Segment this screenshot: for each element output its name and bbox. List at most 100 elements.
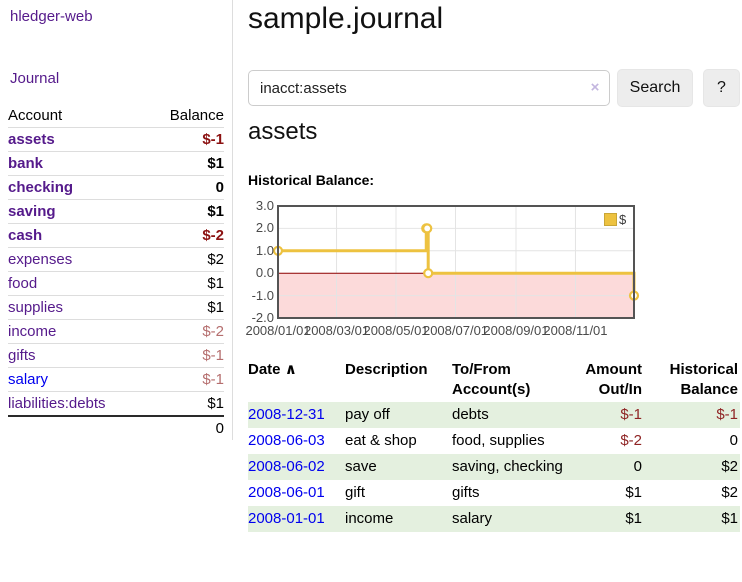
legend-label: $ bbox=[619, 212, 627, 227]
register-header-balance: Historical Balance bbox=[669, 361, 738, 398]
register-header-date[interactable]: Date ∧ bbox=[248, 361, 297, 378]
transaction-date-link[interactable]: 2008-12-31 bbox=[248, 406, 325, 423]
register-header-accounts: To/From Account(s) bbox=[452, 361, 531, 398]
account-link[interactable]: liabilities:debts bbox=[8, 395, 106, 412]
transaction-accounts: food, supplies bbox=[452, 432, 545, 449]
search-button[interactable]: Search bbox=[617, 69, 693, 107]
y-axis-tick-label: 1.0 bbox=[255, 242, 274, 258]
account-heading: assets bbox=[248, 118, 318, 145]
transaction-date-link[interactable]: 2008-01-01 bbox=[248, 510, 325, 527]
account-link[interactable]: supplies bbox=[8, 299, 64, 316]
account-row: food $1 bbox=[8, 271, 224, 296]
account-link[interactable]: gifts bbox=[8, 347, 36, 364]
transaction-balance: $2 bbox=[721, 484, 738, 501]
search-form: × Search ? bbox=[248, 69, 742, 107]
accounts-total-value: 0 bbox=[146, 415, 224, 440]
transaction-amount: $-2 bbox=[620, 432, 642, 449]
page-title: sample.journal bbox=[248, 2, 444, 35]
transaction-balance: 0 bbox=[729, 432, 738, 449]
x-axis-tick-label: 2008/11/01 bbox=[543, 323, 608, 338]
transaction-description: eat & shop bbox=[345, 432, 417, 449]
account-link[interactable]: checking bbox=[8, 179, 74, 196]
account-row: expenses $2 bbox=[8, 247, 224, 272]
account-link[interactable]: food bbox=[8, 275, 38, 292]
app-title-link[interactable]: hledger-web bbox=[10, 8, 93, 25]
y-axis-tick-label: 2.0 bbox=[255, 220, 274, 236]
transaction-accounts: debts bbox=[452, 406, 489, 423]
sort-asc-icon: ∧ bbox=[284, 361, 297, 378]
transaction-amount: $1 bbox=[625, 484, 642, 501]
account-balance: $-2 bbox=[146, 319, 224, 344]
sidebar-divider bbox=[232, 0, 233, 440]
account-row: liabilities:debts $1 bbox=[8, 391, 224, 416]
sidebar: hledger-web Journal Account Balance asse… bbox=[0, 0, 232, 582]
account-row: assets $-1 bbox=[8, 127, 224, 152]
historical-balance-chart[interactable]: 3.0 2.0 1.0 0.0 -1.0 -2.0 2008/01/01 2008/03/01… bbox=[245, 198, 668, 345]
transaction-accounts: saving, checking bbox=[452, 458, 563, 475]
chart-title: Historical Balance: bbox=[248, 172, 375, 188]
account-link[interactable]: expenses bbox=[8, 251, 73, 268]
transaction-date-link[interactable]: 2008-06-02 bbox=[248, 458, 325, 475]
account-link[interactable]: cash bbox=[8, 227, 43, 244]
transaction-row: 2008-06-03 eat & shop food, supplies $-2 0 bbox=[248, 428, 740, 454]
transaction-balance: $1 bbox=[721, 510, 738, 527]
y-axis-tick-label: -1.0 bbox=[251, 287, 274, 303]
chart-canvas[interactable] bbox=[248, 200, 668, 345]
transaction-description: income bbox=[345, 510, 394, 527]
transaction-date-link[interactable]: 2008-06-01 bbox=[248, 484, 325, 501]
account-row: salary $-1 bbox=[8, 367, 224, 392]
account-row: cash $-2 bbox=[8, 223, 224, 248]
account-row: supplies $1 bbox=[8, 295, 224, 320]
account-link[interactable]: bank bbox=[8, 155, 44, 172]
transaction-row: 2008-06-01 gift gifts $1 $2 bbox=[248, 480, 740, 506]
help-button[interactable]: ? bbox=[703, 69, 740, 107]
main-content: sample.journal × Search ? assets Histori… bbox=[245, 0, 742, 582]
y-axis-tick-label: 0.0 bbox=[255, 265, 274, 281]
x-axis-tick-label: 2008/05/01 bbox=[363, 323, 429, 338]
y-axis-tick-label: -2.0 bbox=[251, 310, 274, 325]
transaction-description: pay off bbox=[345, 406, 390, 423]
register-header-amount: Amount Out/In bbox=[585, 361, 642, 398]
accounts-total-row: 0 bbox=[8, 415, 224, 440]
account-link[interactable]: income bbox=[8, 323, 57, 340]
account-balance: $-1 bbox=[146, 127, 224, 152]
transaction-description: gift bbox=[345, 484, 366, 501]
accounts-table: Account Balance assets $-1 bank $1 checking 0… bbox=[8, 104, 224, 440]
x-axis-tick-label: 2008/03/01 bbox=[303, 323, 370, 338]
account-balance: $1 bbox=[146, 271, 224, 296]
account-row: checking 0 bbox=[8, 175, 224, 200]
account-link[interactable]: assets bbox=[8, 131, 55, 148]
transaction-accounts: gifts bbox=[452, 484, 480, 501]
transaction-amount: 0 bbox=[633, 458, 642, 475]
account-balance: $1 bbox=[146, 295, 224, 320]
account-link[interactable]: saving bbox=[8, 203, 56, 220]
clear-search-icon[interactable]: × bbox=[590, 79, 600, 96]
account-balance: 0 bbox=[146, 175, 224, 200]
transaction-date-link[interactable]: 2008-06-03 bbox=[248, 432, 325, 449]
account-row: saving $1 bbox=[8, 199, 224, 224]
account-link[interactable]: salary bbox=[8, 371, 49, 388]
account-balance: $1 bbox=[146, 391, 224, 416]
account-balance: $1 bbox=[146, 199, 224, 224]
x-axis-tick-label: 2008/09/01 bbox=[483, 323, 549, 338]
account-balance: $-1 bbox=[146, 367, 224, 392]
transaction-accounts: salary bbox=[452, 510, 493, 527]
account-row: income $-2 bbox=[8, 319, 224, 344]
transaction-balance: $-1 bbox=[716, 406, 738, 423]
x-axis-tick-label: 2008/01/01 bbox=[245, 323, 311, 338]
transaction-balance: $2 bbox=[721, 458, 738, 475]
transaction-row: 2008-06-02 save saving, checking 0 $2 bbox=[248, 454, 740, 480]
transaction-description: save bbox=[345, 458, 377, 475]
accounts-header-account: Account bbox=[8, 107, 63, 124]
x-axis-tick-label: 2008/07/01 bbox=[422, 323, 489, 338]
sidebar-item-journal[interactable]: Journal bbox=[10, 70, 60, 87]
transaction-row: 2008-12-31 pay off debts $-1 $-1 bbox=[248, 402, 740, 428]
account-balance: $-2 bbox=[146, 223, 224, 248]
account-row: bank $1 bbox=[8, 151, 224, 176]
accounts-header-balance: Balance bbox=[169, 107, 224, 124]
search-input[interactable] bbox=[248, 70, 610, 106]
y-axis-tick-label: 3.0 bbox=[255, 198, 274, 213]
register-table: Date ∧ Description To/From Account(s) Am… bbox=[248, 358, 740, 532]
legend-swatch-icon bbox=[604, 213, 617, 226]
register-header-description: Description bbox=[345, 361, 428, 378]
